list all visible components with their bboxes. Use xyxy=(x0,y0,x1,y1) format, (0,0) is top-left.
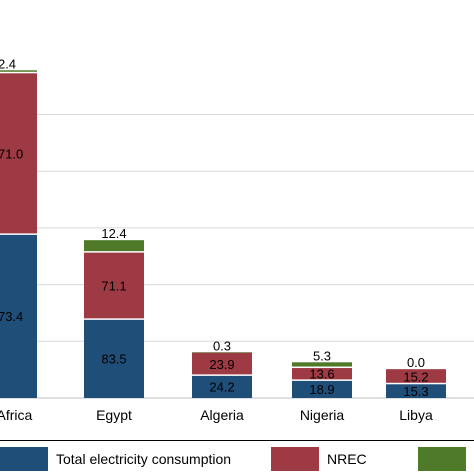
bar-segment-s2-c3 xyxy=(292,362,352,368)
data-labels: 173.4 171.0 2.4 83.5 71.1 12.4 24.2 23.9 0.3 18.9… xyxy=(0,56,429,398)
data-label-s0-c0: 173.4 xyxy=(0,309,23,324)
data-label-s0-c2: 24.2 xyxy=(209,380,234,395)
bar-segment-s0-c2 xyxy=(192,375,252,398)
bar-segment-s1-c0 xyxy=(0,72,37,235)
legend-item-total: Total electricity consumption xyxy=(0,447,231,471)
data-label-s1-c2: 23.9 xyxy=(209,357,234,372)
bar-segment-s1-c3 xyxy=(292,367,352,381)
legend-label-total: Total electricity consumption xyxy=(56,451,232,467)
data-label-s1-c3: 13.6 xyxy=(309,367,334,382)
plot-background xyxy=(0,0,474,398)
segment-separator-s1-c3 xyxy=(292,379,352,381)
data-label-s0-c4: 15.3 xyxy=(403,384,428,399)
bars xyxy=(0,70,446,398)
segment-separator-s2-c0 xyxy=(0,71,37,74)
data-label-s0-c3: 18.9 xyxy=(309,382,334,397)
x-tick-labels: th Africa Egypt Algeria Nigeria Libya xyxy=(0,407,433,423)
x-tick-label-1: Egypt xyxy=(96,407,132,423)
legend: Total electricity consumption NREC xyxy=(0,440,474,474)
x-tick-label-3: Nigeria xyxy=(300,407,345,423)
data-label-s2-c1: 12.4 xyxy=(101,226,126,241)
data-label-s1-c1: 71.1 xyxy=(101,278,126,293)
bar-segment-s0-c0 xyxy=(0,234,37,398)
data-label-s1-c0: 171.0 xyxy=(0,146,23,161)
data-label-s2-c3: 5.3 xyxy=(313,348,331,363)
segment-separator-s1-c4 xyxy=(386,382,446,385)
data-label-s2-c0: 2.4 xyxy=(0,56,16,71)
data-label-s2-c4: 0.0 xyxy=(407,355,425,370)
legend-swatch-third xyxy=(418,447,466,471)
segment-separator-s1-c1 xyxy=(84,318,144,320)
legend-swatch-nrec xyxy=(271,447,319,471)
x-tick-label-0: th Africa xyxy=(0,407,32,423)
legend-label-nrec: NREC xyxy=(327,451,367,467)
bar-segment-s2-c0 xyxy=(0,70,37,73)
legend-swatch-total xyxy=(0,447,48,471)
data-label-s1-c4: 15.2 xyxy=(403,369,428,384)
bar-segment-s2-c2 xyxy=(192,352,252,353)
bar-segment-s0-c1 xyxy=(84,319,144,398)
data-label-s0-c1: 83.5 xyxy=(101,352,126,367)
data-label-s2-c2: 0.3 xyxy=(213,338,231,353)
bar-segment-s0-c4 xyxy=(386,383,446,398)
bar-segment-s0-c3 xyxy=(292,380,352,398)
segment-separator-s1-c0 xyxy=(0,233,37,235)
legend-item-nrec: NREC xyxy=(271,447,367,471)
segment-separator-s1-c2 xyxy=(192,374,252,376)
segment-separator-s2-c3 xyxy=(292,366,352,369)
x-tick-label-2: Algeria xyxy=(200,407,244,423)
segment-separator-s2-c1 xyxy=(84,251,144,253)
x-tick-label-4: Libya xyxy=(399,407,433,423)
legend-item-third xyxy=(418,447,466,471)
bar-segment-s1-c4 xyxy=(386,369,446,384)
bar-segment-s1-c2 xyxy=(192,352,252,376)
bar-segment-s2-c1 xyxy=(84,240,144,252)
bar-segment-s1-c1 xyxy=(84,251,144,320)
